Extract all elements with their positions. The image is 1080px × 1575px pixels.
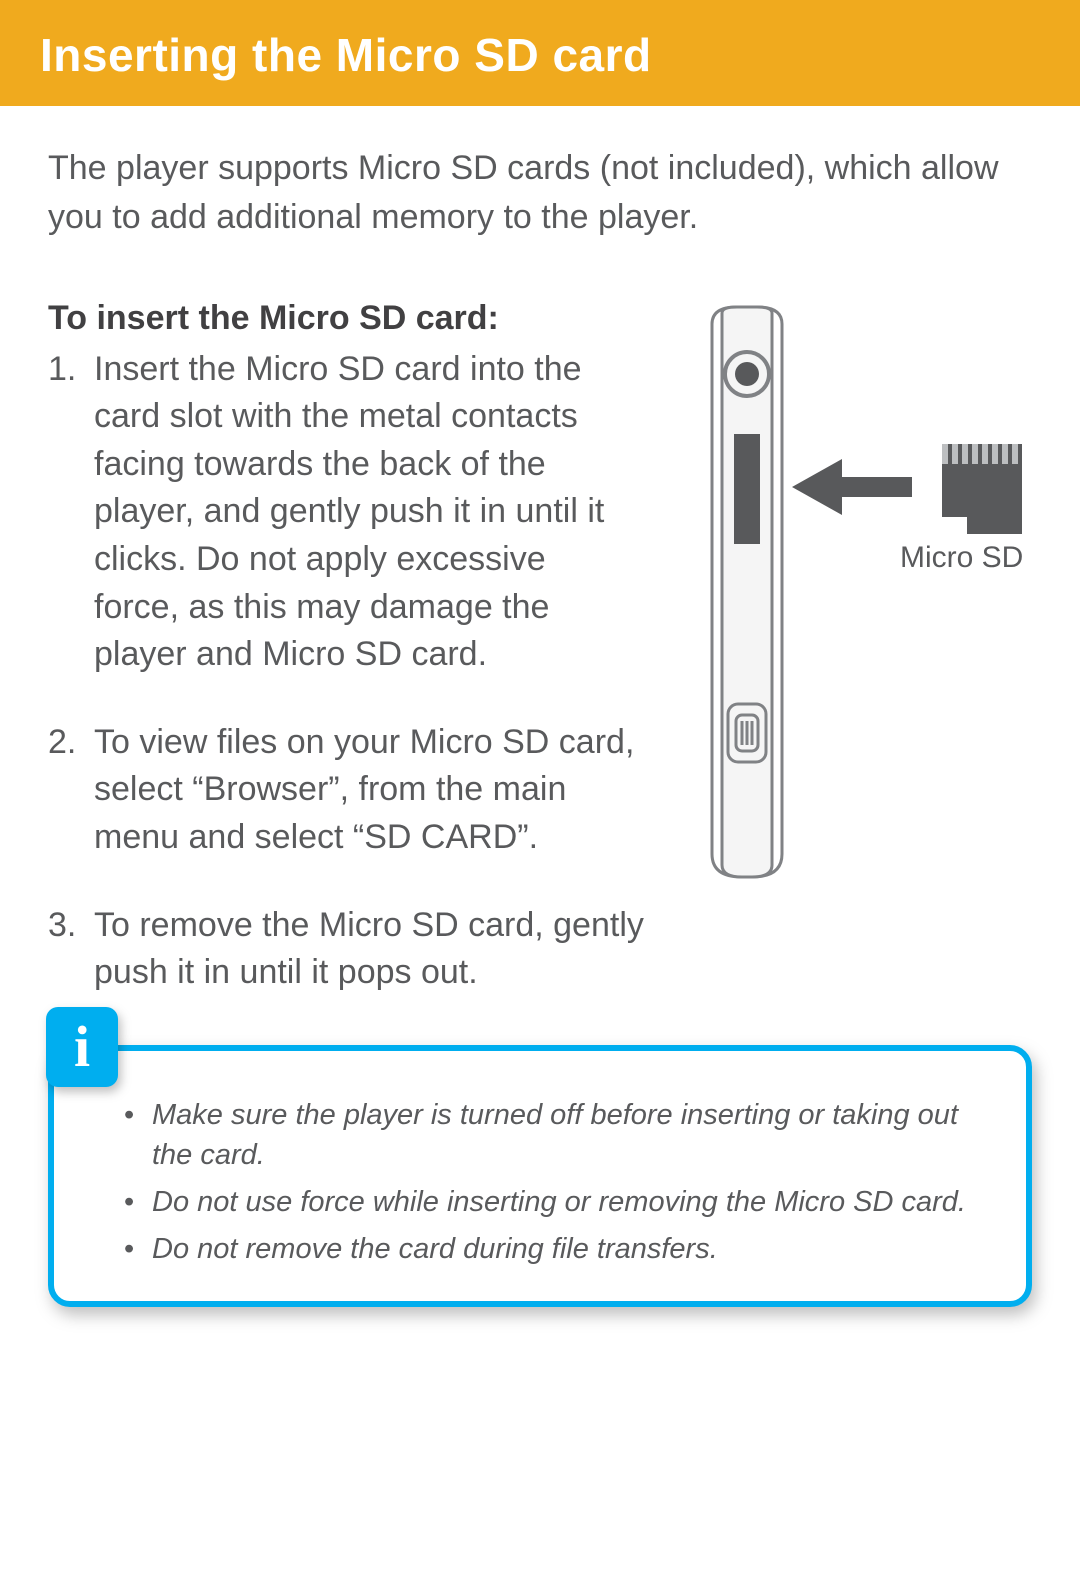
info-bullet: Make sure the player is turned off befor… — [124, 1095, 998, 1176]
info-box: Make sure the player is turned off befor… — [48, 1045, 1032, 1307]
info-badge-icon: i — [46, 1007, 118, 1087]
sd-insertion-diagram: Micro SD — [682, 299, 1032, 889]
info-callout: Make sure the player is turned off befor… — [48, 1045, 1032, 1307]
procedure-heading: To insert the Micro SD card: — [48, 299, 668, 338]
info-bullet: Do not remove the card during file trans… — [124, 1229, 998, 1270]
info-badge-letter: i — [74, 1018, 90, 1076]
procedure-section: To insert the Micro SD card: Insert the … — [48, 299, 1032, 1037]
procedure-step: To remove the Micro SD card, gently push… — [48, 902, 668, 997]
info-bullet: Do not use force while inserting or remo… — [124, 1182, 998, 1223]
procedure-text-column: To insert the Micro SD card: Insert the … — [48, 299, 668, 1037]
diagram-micro-sd-label: Micro SD — [900, 541, 1023, 575]
procedure-step: To view files on your Micro SD card, sel… — [48, 719, 648, 862]
diagram-svg — [682, 299, 1032, 889]
manual-page: Inserting the Micro SD card The player s… — [0, 0, 1080, 1575]
info-bullet-list: Make sure the player is turned off befor… — [124, 1095, 998, 1269]
procedure-step-list: Insert the Micro SD card into the card s… — [48, 346, 668, 997]
intro-paragraph: The player supports Micro SD cards (not … — [48, 144, 1032, 243]
page-header-band: Inserting the Micro SD card — [0, 0, 1080, 106]
procedure-step: Insert the Micro SD card into the card s… — [48, 346, 638, 679]
page-content: The player supports Micro SD cards (not … — [0, 106, 1080, 1037]
page-title: Inserting the Micro SD card — [40, 29, 652, 81]
